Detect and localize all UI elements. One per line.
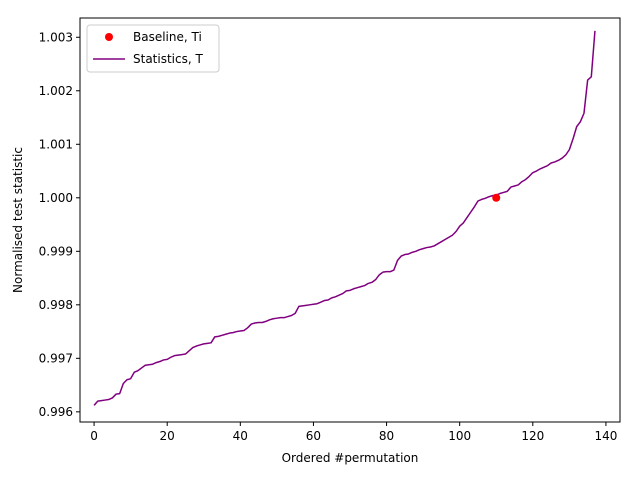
legend-label-baseline: Baseline, Ti <box>133 30 202 44</box>
plot-area <box>93 30 596 406</box>
x-tick-label: 40 <box>233 429 248 443</box>
y-tick-label: 0.999 <box>39 244 73 258</box>
y-tick-label: 1.000 <box>39 191 73 205</box>
x-tick-label: 100 <box>448 429 471 443</box>
x-tick-label: 140 <box>594 429 617 443</box>
legend-marker-baseline <box>105 33 113 41</box>
x-tick-label: 60 <box>306 429 321 443</box>
y-tick-label: 0.996 <box>39 405 73 419</box>
y-axis-label: Normalised test statistic <box>11 147 25 293</box>
legend-label-statistics: Statistics, T <box>133 52 203 66</box>
y-tick-label: 1.002 <box>39 84 73 98</box>
x-axis-label: Ordered #permutation <box>282 451 419 465</box>
legend: Baseline, Ti Statistics, T <box>86 24 220 73</box>
baseline-point <box>492 193 501 202</box>
x-axis-ticks: 0 20 40 60 80 100 120 140 <box>90 422 617 443</box>
y-tick-label: 0.998 <box>39 298 73 312</box>
y-tick-label: 0.997 <box>39 351 73 365</box>
axes-frame <box>79 17 621 423</box>
x-tick-label: 0 <box>90 429 98 443</box>
y-tick-label: 1.001 <box>39 137 73 151</box>
series-line-statistics <box>93 30 596 406</box>
y-tick-label: 1.003 <box>39 30 73 44</box>
x-tick-label: 80 <box>379 429 394 443</box>
x-tick-label: 120 <box>521 429 544 443</box>
legend-box <box>86 24 220 73</box>
x-tick-label: 20 <box>160 429 175 443</box>
y-axis-ticks: 0.996 0.997 0.998 0.999 1.000 1.001 1.002 1.003 <box>39 30 80 419</box>
